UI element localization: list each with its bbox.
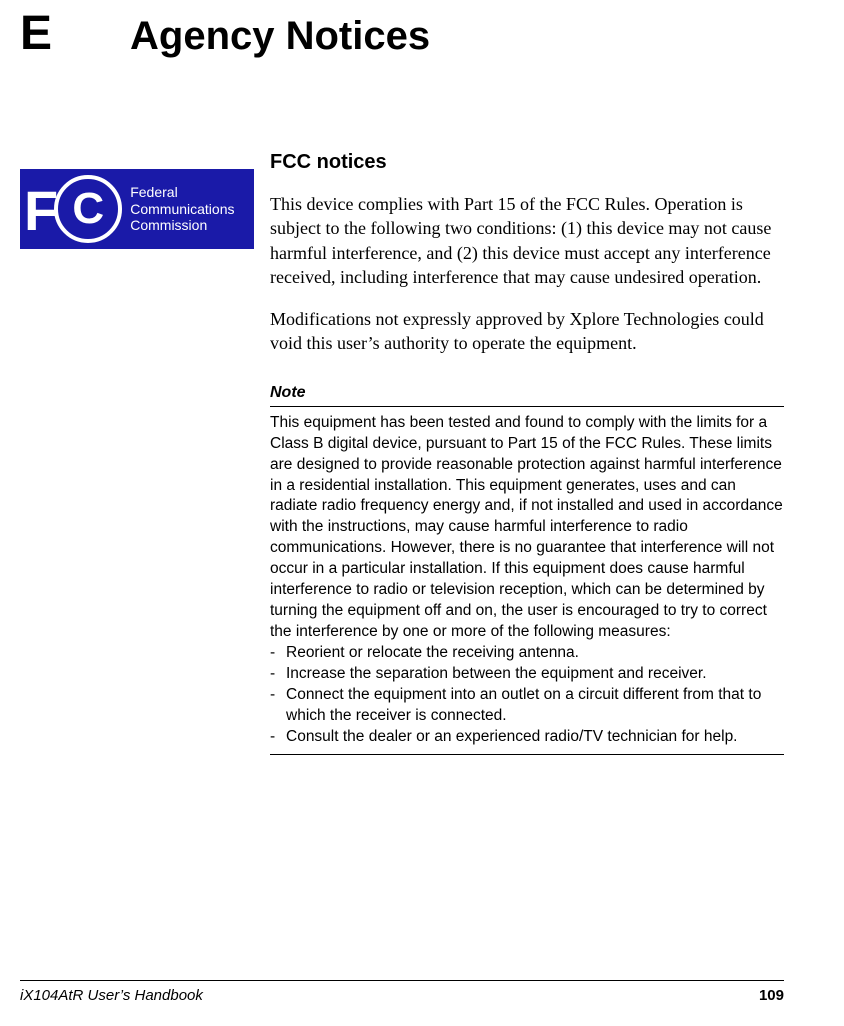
- note-heading: Note: [270, 384, 784, 402]
- left-column: F C Federal Communications Commission: [20, 151, 262, 755]
- fcc-caption-line: Communications: [130, 201, 234, 218]
- chapter-title: Agency Notices: [130, 14, 430, 59]
- note-list-item-text: Connect the equipment into an outlet on …: [286, 685, 784, 727]
- fcc-caption-line: Commission: [130, 217, 234, 234]
- fcc-caption-line: Federal: [130, 184, 234, 201]
- fcc-logo-f-letter: F: [24, 183, 58, 239]
- fcc-logo-caption: Federal Communications Commission: [130, 184, 234, 234]
- note-list-item: -Connect the equipment into an outlet on…: [270, 685, 784, 727]
- page: E Agency Notices F C Federal Communicati…: [0, 0, 844, 1026]
- note-list: -Reorient or relocate the receiving ante…: [270, 643, 784, 748]
- fcc-logo-mark: F C: [24, 175, 122, 243]
- footer-book-title: iX104AtR User’s Handbook: [20, 987, 203, 1004]
- note-body: This equipment has been tested and found…: [270, 413, 784, 643]
- note-list-item-text: Reorient or relocate the receiving anten…: [286, 643, 579, 664]
- note-list-item: -Consult the dealer or an experienced ra…: [270, 727, 784, 748]
- content-column: FCC notices This device complies with Pa…: [270, 151, 784, 755]
- note-list-item-text: Increase the separation between the equi…: [286, 664, 707, 685]
- footer: iX104AtR User’s Handbook 109: [20, 980, 784, 1004]
- body-row: F C Federal Communications Commission FC…: [20, 151, 784, 755]
- body-paragraph: Modifications not expressly approved by …: [270, 307, 784, 356]
- note-rule-bottom: [270, 754, 784, 755]
- chapter-letter: E: [20, 6, 70, 61]
- list-dash: -: [270, 685, 286, 727]
- chapter-header: E Agency Notices: [20, 0, 784, 61]
- list-dash: -: [270, 643, 286, 664]
- note-list-item-text: Consult the dealer or an experienced rad…: [286, 727, 738, 748]
- body-paragraph: This device complies with Part 15 of the…: [270, 192, 784, 289]
- fcc-logo-c-letter: C: [72, 187, 104, 231]
- footer-page-number: 109: [759, 987, 784, 1004]
- list-dash: -: [270, 727, 286, 748]
- section-heading: FCC notices: [270, 151, 784, 174]
- fcc-logo-circle: C: [54, 175, 122, 243]
- note-list-item: -Increase the separation between the equ…: [270, 664, 784, 685]
- note-list-item: -Reorient or relocate the receiving ante…: [270, 643, 784, 664]
- list-dash: -: [270, 664, 286, 685]
- note-rule-top: [270, 406, 784, 407]
- fcc-logo: F C Federal Communications Commission: [20, 169, 254, 249]
